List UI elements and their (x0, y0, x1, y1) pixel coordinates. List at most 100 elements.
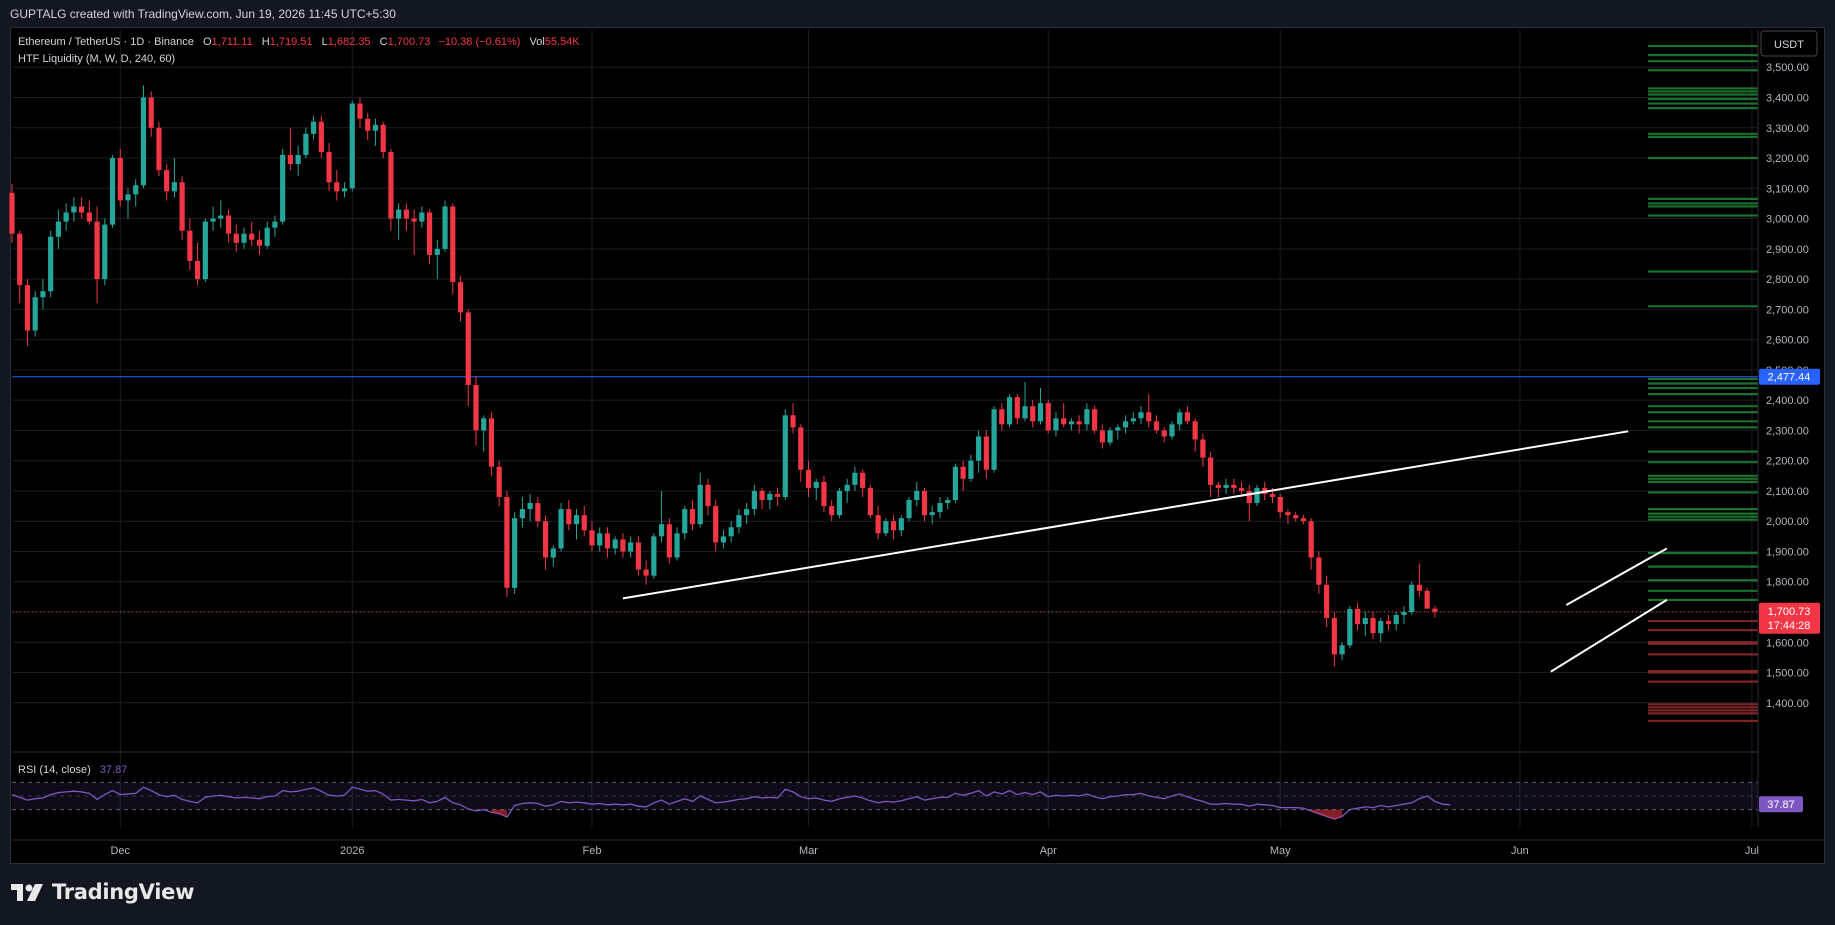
candle-body[interactable] (798, 427, 804, 470)
candle-body[interactable] (666, 524, 672, 558)
candle-body[interactable] (612, 539, 618, 549)
candle-body[interactable] (1254, 487, 1260, 504)
candle-body[interactable] (1030, 406, 1036, 422)
candle-body[interactable] (604, 533, 611, 549)
candle-body[interactable] (597, 533, 603, 546)
candle-body[interactable] (1208, 457, 1214, 485)
candle-body[interactable] (968, 460, 974, 479)
candle-body[interactable] (1246, 490, 1252, 504)
trendline[interactable] (1550, 599, 1668, 673)
candle-body[interactable] (1269, 493, 1276, 497)
candle-body[interactable] (991, 409, 997, 470)
candle-body[interactable] (759, 490, 765, 501)
candle-body[interactable] (999, 409, 1005, 425)
candle-body[interactable] (210, 218, 216, 222)
candle-body[interactable] (1362, 618, 1368, 625)
candle-body[interactable] (1347, 608, 1353, 646)
candle-body[interactable] (357, 103, 363, 119)
candle-body[interactable] (256, 239, 263, 246)
candle-body[interactable] (488, 418, 495, 467)
candle-body[interactable] (310, 121, 317, 134)
candle-body[interactable] (620, 539, 626, 552)
trendlines[interactable] (622, 430, 1668, 673)
candle-body[interactable] (334, 182, 340, 192)
candle-body[interactable] (960, 466, 966, 479)
candle-body[interactable] (1006, 397, 1013, 425)
candle-body[interactable] (867, 487, 873, 516)
candle-body[interactable] (9, 192, 15, 234)
candle-body[interactable] (898, 518, 904, 531)
candle-body[interactable] (1416, 584, 1423, 591)
candle-body[interactable] (148, 97, 154, 128)
candle-body[interactable] (78, 206, 85, 213)
candle-body[interactable] (1076, 421, 1082, 425)
candle-body[interactable] (1122, 421, 1129, 428)
candle-body[interactable] (1192, 421, 1198, 440)
candle-body[interactable] (295, 155, 301, 165)
candle-body[interactable] (1169, 424, 1175, 437)
candle-body[interactable] (225, 215, 232, 234)
candle-body[interactable] (1099, 430, 1105, 443)
candle-body[interactable] (1037, 403, 1044, 422)
candle-body[interactable] (1061, 418, 1067, 425)
candle-body[interactable] (1092, 409, 1098, 431)
candle-body[interactable] (674, 533, 680, 558)
candle-body[interactable] (550, 548, 556, 558)
candle-body[interactable] (635, 542, 641, 570)
candle-body[interactable] (945, 500, 951, 504)
candle-body[interactable] (473, 385, 479, 431)
candle-body[interactable] (1300, 518, 1307, 522)
candle-body[interactable] (365, 118, 371, 131)
candle-body[interactable] (411, 218, 417, 222)
candle-body[interactable] (202, 221, 208, 280)
candle-body[interactable] (194, 260, 201, 280)
candle-body[interactable] (844, 484, 850, 491)
candle-body[interactable] (179, 182, 185, 231)
candle-body[interactable] (1238, 487, 1245, 491)
candle-body[interactable] (171, 182, 177, 192)
trendline[interactable] (1565, 547, 1668, 606)
candle-body[interactable] (883, 521, 889, 534)
candle-body[interactable] (481, 418, 487, 431)
candle-body[interactable] (434, 248, 440, 255)
candle-body[interactable] (1184, 412, 1191, 422)
candle-body[interactable] (983, 436, 989, 470)
candle-body[interactable] (280, 155, 286, 222)
candle-body[interactable] (512, 518, 518, 588)
candle-body[interactable] (1138, 412, 1144, 419)
candle-body[interactable] (218, 215, 224, 219)
candle-body[interactable] (929, 512, 935, 516)
candle-body[interactable] (94, 221, 100, 280)
candle-body[interactable] (109, 158, 116, 225)
candle-body[interactable] (581, 515, 587, 531)
candle-body[interactable] (1277, 496, 1283, 513)
candle-body[interactable] (728, 527, 734, 537)
candle-body[interactable] (1084, 409, 1090, 425)
candle-body[interactable] (628, 542, 634, 552)
chart-frame[interactable] (10, 27, 1825, 864)
candle-body[interactable] (875, 515, 881, 534)
candle-body[interactable] (496, 466, 502, 497)
candle-body[interactable] (1153, 421, 1160, 431)
candle-body[interactable] (426, 212, 433, 255)
candle-body[interactable] (1115, 427, 1121, 431)
candle-body[interactable] (86, 212, 92, 222)
candle-body[interactable] (906, 500, 912, 519)
candle-body[interactable] (1316, 557, 1322, 585)
candle-body[interactable] (63, 212, 69, 222)
candle-body[interactable] (1146, 412, 1152, 422)
candle-body[interactable] (117, 158, 123, 201)
candle-body[interactable] (720, 536, 727, 543)
candle-body[interactable] (164, 170, 170, 192)
candle-body[interactable] (349, 103, 355, 189)
candle-body[interactable] (24, 285, 31, 331)
candle-body[interactable] (767, 493, 773, 501)
candle-body[interactable] (1339, 645, 1345, 655)
tradingview-logo[interactable]: TradingView (10, 880, 194, 904)
candle-body[interactable] (542, 521, 549, 558)
candle-body[interactable] (1177, 412, 1183, 425)
rsi-line[interactable] (11, 786, 1451, 820)
candle-body[interactable] (372, 124, 379, 131)
candle-body[interactable] (829, 506, 835, 516)
candle-body[interactable] (852, 472, 858, 485)
